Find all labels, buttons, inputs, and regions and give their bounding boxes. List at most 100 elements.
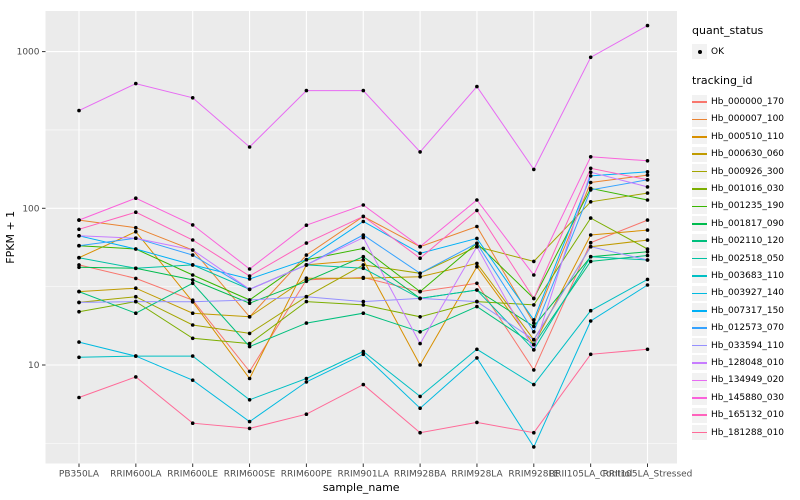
data-point <box>134 247 138 251</box>
data-point <box>77 234 81 238</box>
data-point <box>475 261 479 266</box>
data-point <box>588 174 593 178</box>
data-point <box>247 369 252 374</box>
data-point <box>304 279 309 284</box>
data-point <box>190 223 195 227</box>
data-point <box>361 276 366 281</box>
legend-item-Hb_165132_010: Hb_165132_010 <box>692 406 798 423</box>
data-point <box>77 340 81 344</box>
data-point <box>134 276 138 281</box>
data-point <box>418 394 422 399</box>
data-point <box>418 363 422 367</box>
x-tick-label: RRIM901LA <box>338 470 390 480</box>
legend-item-label: Hb_033594_110 <box>711 340 785 351</box>
data-point <box>304 88 309 93</box>
data-point <box>190 311 195 316</box>
data-point <box>247 341 252 346</box>
data-point <box>645 277 650 282</box>
data-point <box>134 210 138 214</box>
legend-item-Hb_000926_300: Hb_000926_300 <box>692 163 798 180</box>
legend-key-line-icon <box>692 355 707 371</box>
data-point <box>645 178 650 182</box>
data-point <box>532 382 536 387</box>
legend-key-line-icon <box>692 94 707 110</box>
legend-item-Hb_145880_030: Hb_145880_030 <box>692 389 798 406</box>
legend-item-Hb_128048_010: Hb_128048_010 <box>692 354 798 371</box>
data-point <box>475 299 479 304</box>
data-point <box>475 224 479 229</box>
data-point <box>190 238 195 242</box>
data-point <box>588 170 593 174</box>
legend-item-Hb_000007_100: Hb_000007_100 <box>692 111 798 128</box>
data-point <box>532 321 536 325</box>
data-point <box>588 200 593 204</box>
data-point <box>361 352 366 357</box>
legend-key-line-icon <box>692 320 707 336</box>
data-point <box>475 264 479 269</box>
data-point <box>532 337 536 342</box>
data-point <box>77 355 81 360</box>
legend-item-ok-label: OK <box>711 46 724 57</box>
data-point <box>247 419 252 424</box>
data-point <box>475 347 479 352</box>
legend-key-line-icon <box>692 111 707 127</box>
data-point <box>77 255 81 260</box>
legend-item-label: Hb_181288_010 <box>711 427 785 438</box>
data-point <box>304 276 309 281</box>
data-point <box>532 368 536 372</box>
data-point <box>77 300 81 305</box>
x-tick-label: RRIM928LA <box>451 470 503 480</box>
legend-key-line-icon <box>692 198 707 214</box>
x-tick-label: RRIM600LE <box>167 470 218 480</box>
data-point <box>190 378 195 383</box>
legend-key-line-icon <box>692 303 707 319</box>
data-point <box>134 294 138 299</box>
data-point <box>247 315 252 319</box>
data-point <box>361 219 366 224</box>
x-tick-label: RRIM600PE <box>281 470 333 480</box>
data-point <box>190 300 195 304</box>
legend-key-line-icon <box>692 372 707 388</box>
data-point <box>134 81 138 86</box>
legend-item-label: Hb_000510_110 <box>711 131 785 142</box>
data-point <box>418 274 422 279</box>
data-point <box>475 281 479 286</box>
data-point <box>134 266 138 271</box>
data-point <box>418 271 422 276</box>
data-point <box>134 286 138 291</box>
x-tick-label: RRIM600SE <box>224 470 276 480</box>
data-point <box>588 244 593 249</box>
data-point <box>475 198 479 202</box>
data-point <box>588 155 593 159</box>
data-point <box>247 398 252 402</box>
data-point <box>588 319 593 323</box>
data-point <box>190 278 195 282</box>
legend-item-label: Hb_012573_070 <box>711 323 785 334</box>
tick-labels: 10 100 1000 PB350LA RRIM600LA RRIM600LE RRIM60… <box>17 48 693 480</box>
legend-key-line-icon <box>692 390 707 406</box>
legend-item-Hb_002110_120: Hb_002110_120 <box>692 233 798 250</box>
data-point <box>134 375 138 379</box>
data-point <box>361 263 366 267</box>
data-point <box>645 198 650 202</box>
legend-item-label: Hb_002110_120 <box>711 236 785 247</box>
data-point <box>645 23 650 28</box>
data-point <box>588 180 593 185</box>
data-point <box>418 315 422 319</box>
legend-item-ok: OK <box>692 43 798 60</box>
data-point <box>418 289 422 294</box>
legend-item-Hb_007317_150: Hb_007317_150 <box>692 302 798 319</box>
data-point <box>645 347 650 352</box>
data-point <box>588 254 593 259</box>
data-point <box>304 376 309 381</box>
data-point <box>532 330 536 334</box>
data-point <box>418 150 422 154</box>
data-point <box>418 341 422 346</box>
data-point <box>645 170 650 174</box>
data-point <box>190 336 195 341</box>
data-point <box>645 238 650 242</box>
legend-item-label: Hb_000000_170 <box>711 97 785 108</box>
ok-point-icon <box>692 44 707 60</box>
data-point <box>304 263 309 267</box>
